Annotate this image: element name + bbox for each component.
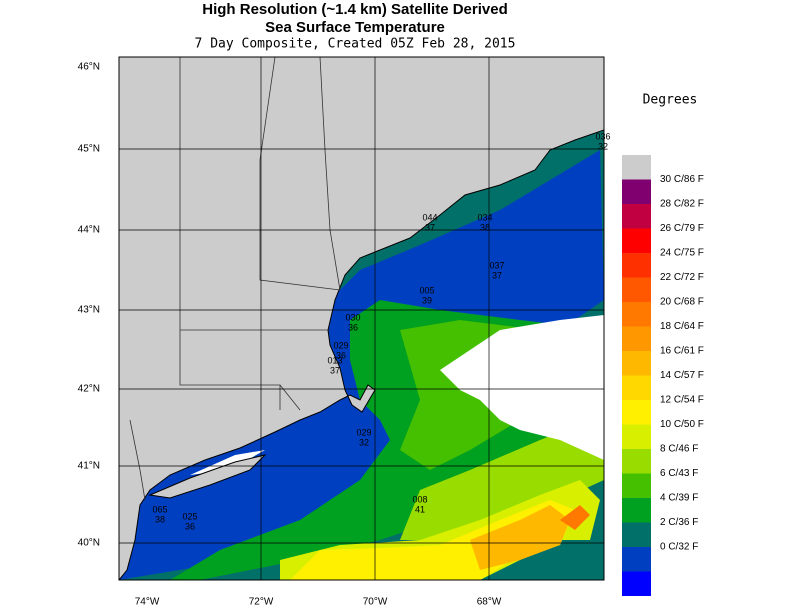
station-temp: 36 [185, 521, 195, 531]
legend-swatch [622, 400, 651, 425]
legend-swatch [622, 571, 651, 596]
legend-no-data [622, 155, 651, 180]
lat-label: 44°N [78, 225, 100, 236]
station-id: 013 [327, 355, 342, 365]
legend-label: 18 C/64 F [660, 321, 704, 332]
station-id: 025 [182, 511, 197, 521]
station-temp: 37 [492, 270, 502, 280]
station-temp: 37 [330, 365, 340, 375]
land [119, 57, 604, 580]
station-temp: 39 [422, 295, 432, 305]
cloud-sound [190, 450, 265, 475]
station-id: 037 [489, 260, 504, 270]
legend-swatch [622, 449, 651, 474]
legend-label: 16 C/61 F [660, 346, 704, 357]
station-id: 034 [477, 212, 492, 222]
legend-swatch [622, 351, 651, 376]
legend-label: 4 C/39 F [660, 493, 698, 504]
station-temp: 32 [359, 437, 369, 447]
legend-swatch [622, 277, 651, 302]
title-2: Sea Surface Temperature [265, 19, 445, 36]
graticule [119, 57, 604, 580]
legend-swatch [622, 547, 651, 572]
ocean-16c [470, 505, 570, 570]
legend-label: 24 C/75 F [660, 248, 704, 259]
lat-label: 45°N [78, 144, 100, 155]
legend-swatch [622, 375, 651, 400]
legend-label: 30 C/86 F [660, 174, 704, 185]
cloud [440, 315, 604, 460]
station-temp: 37 [425, 222, 435, 232]
legend-swatch [622, 228, 651, 253]
legend-swatch [622, 204, 651, 229]
legend-swatch [622, 179, 651, 204]
station-id: 030 [345, 312, 360, 322]
legend-label: 20 C/68 F [660, 297, 704, 308]
station-temp: 41 [415, 504, 425, 514]
lon-label: 68°W [477, 597, 502, 608]
station-temp: 38 [480, 222, 490, 232]
subtitle: 7 Day Composite, Created 05Z Feb 28, 201… [195, 37, 516, 52]
legend-label: 0 C/32 F [660, 542, 698, 553]
lon-label: 72°W [249, 597, 274, 608]
legend-label: 6 C/43 F [660, 468, 698, 479]
lat-label: 42°N [78, 384, 100, 395]
station-id: 065 [152, 504, 167, 514]
station-id: 029 [356, 427, 371, 437]
station-temp: 38 [155, 514, 165, 524]
legend-swatch [622, 498, 651, 523]
station-id: 044 [422, 212, 437, 222]
legend-swatch [622, 424, 651, 449]
lat-label: 40°N [78, 538, 100, 549]
station-temp: 36 [348, 322, 358, 332]
lat-label: 46°N [78, 62, 100, 73]
legend-swatch [622, 326, 651, 351]
lat-label: 43°N [78, 305, 100, 316]
legend-label: 12 C/54 F [660, 395, 704, 406]
map-frame [118, 56, 605, 581]
station-temp: 36 [336, 350, 346, 360]
station-id: 005 [419, 285, 434, 295]
ocean-20c [560, 505, 590, 530]
legend-title: Degrees [643, 93, 698, 108]
map [119, 57, 604, 580]
legend-swatch [622, 302, 651, 327]
legend-label: 2 C/36 F [660, 517, 698, 528]
legend-label: 22 C/72 F [660, 272, 704, 283]
legend-label: 14 C/57 F [660, 370, 704, 381]
lat-label: 41°N [78, 461, 100, 472]
ocean-10c [400, 420, 604, 540]
lon-label: 70°W [363, 597, 388, 608]
legend-label: 26 C/79 F [660, 223, 704, 234]
legend-label: 28 C/82 F [660, 199, 704, 210]
station-temp: 32 [598, 141, 608, 151]
legend-swatch [622, 473, 651, 498]
lon-label: 74°W [135, 597, 160, 608]
station-id: 008 [412, 494, 427, 504]
legend-label: 8 C/46 F [660, 444, 698, 455]
station-id: 036 [595, 131, 610, 141]
station-id: 029 [333, 340, 348, 350]
legend-label: 10 C/50 F [660, 419, 704, 430]
title: High Resolution (~1.4 km) Satellite Deri… [202, 1, 508, 18]
legend-swatch [622, 253, 651, 278]
legend-swatch [622, 522, 651, 547]
